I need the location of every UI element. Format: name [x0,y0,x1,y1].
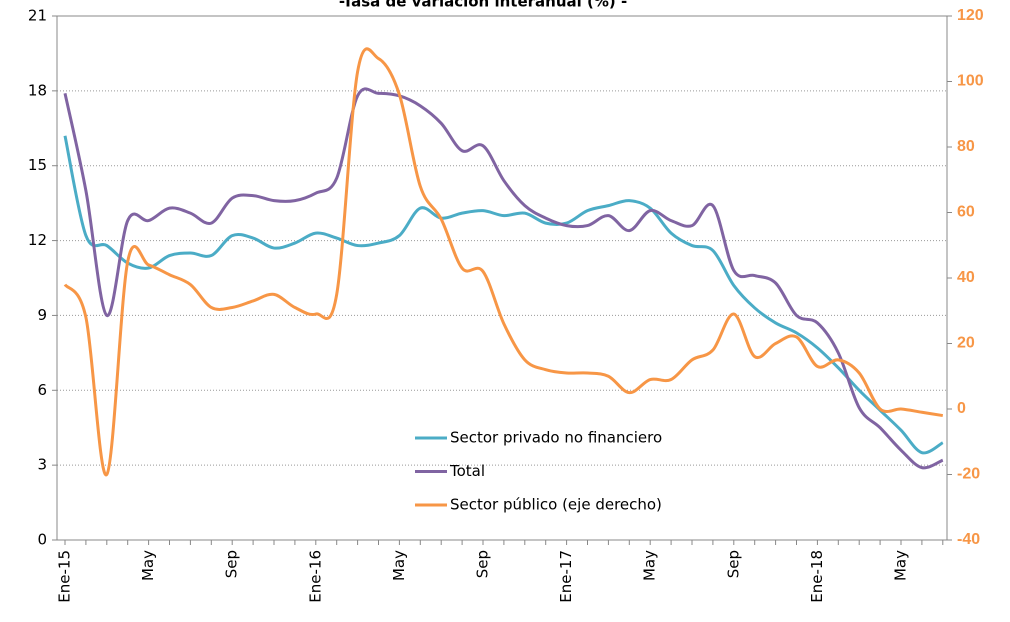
y-tick-label: 12 [28,231,47,249]
y2-tick-label: -40 [957,531,980,548]
legend-label: Sector público (eje derecho) [450,496,662,514]
legend-label: Sector privado no financiero [450,429,662,447]
y-tick-label: 18 [28,81,47,99]
series-line [63,135,944,455]
y-tick-label: 21 [28,7,47,25]
series-line [63,47,944,477]
legend-label: Total [449,462,485,480]
x-tick-label: Ene-15 [56,550,74,603]
y-tick-label: 6 [37,381,47,399]
y2-tick-label: 40 [957,269,975,286]
y2-tick-label: -20 [957,466,980,483]
y2-tick-label: 20 [957,335,975,352]
series-line [63,87,944,470]
x-tick-label: May [390,550,408,581]
x-tick-label: May [139,550,157,581]
x-tick-label: Sep [474,550,492,578]
chart-title: -Tasa de variación interanual (%) - [339,0,627,11]
y2-tick-label: 80 [957,138,975,155]
plot-frame [56,15,948,541]
x-tick-label: Ene-18 [808,550,826,603]
y2-tick-label: 0 [957,400,966,417]
x-tick-label: Sep [223,550,241,578]
y2-tick-label: 120 [957,7,984,24]
y-tick-label: 9 [37,306,47,324]
x-tick-label: Ene-17 [557,550,575,603]
y2-tick-label: 100 [957,73,984,90]
x-tick-label: Sep [724,550,742,578]
x-tick-label: May [641,550,659,581]
x-tick-label: May [892,550,910,581]
y-tick-label: 15 [28,156,47,174]
y-tick-label: 0 [37,531,47,549]
y-tick-label: 3 [37,456,47,474]
x-tick-label: Ene-16 [306,550,324,603]
y2-tick-label: 60 [957,204,975,221]
